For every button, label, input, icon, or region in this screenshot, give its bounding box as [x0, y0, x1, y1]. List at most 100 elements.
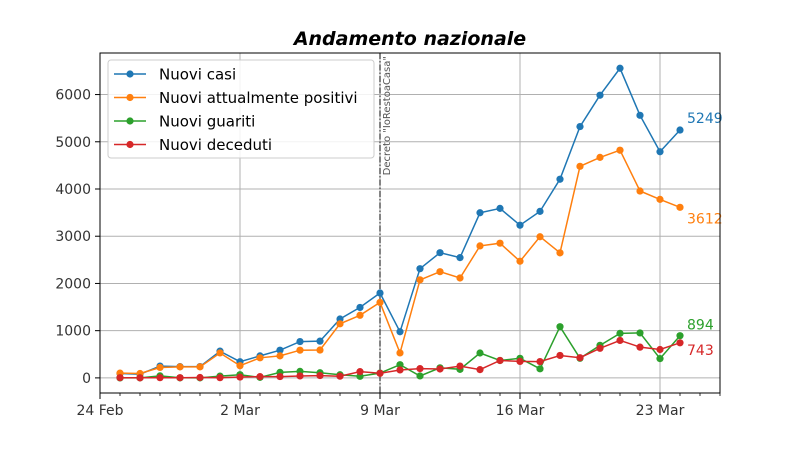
- data-point: [316, 337, 324, 345]
- data-point: [576, 162, 584, 170]
- x-tick-label: 23 Mar: [636, 403, 685, 419]
- data-point: [516, 257, 524, 265]
- data-point: [556, 323, 564, 331]
- data-point: [276, 346, 284, 354]
- y-tick-label: 2000: [55, 276, 91, 292]
- annotation-layer: 5249 3612 894 743: [687, 111, 723, 359]
- data-point: [476, 209, 484, 217]
- data-point: [676, 332, 684, 340]
- data-point: [516, 357, 524, 366]
- legend: Nuovi casi Nuovi attualmente positivi Nuov…: [107, 59, 375, 159]
- decree-label: Decreto "IoRestoaCasa": [382, 56, 393, 175]
- data-point: [656, 345, 664, 354]
- data-point: [216, 349, 224, 357]
- legend-box: [107, 59, 375, 159]
- data-point: [456, 274, 464, 282]
- data-point: [156, 374, 164, 382]
- data-point: [656, 355, 664, 363]
- data-point: [596, 344, 604, 352]
- data-point: [316, 346, 324, 354]
- data-point: [336, 320, 344, 328]
- legend-label: Nuovi attualmente positivi: [159, 89, 358, 107]
- data-point: [616, 146, 624, 154]
- data-point: [396, 366, 404, 374]
- data-point: [196, 373, 204, 382]
- data-point: [636, 343, 644, 351]
- data-point: [496, 204, 504, 212]
- x-tick-label: 24 Feb: [76, 403, 123, 419]
- data-point: [456, 254, 464, 262]
- data-point: [536, 233, 544, 241]
- data-point: [436, 249, 444, 257]
- data-point: [376, 298, 384, 307]
- data-point: [256, 354, 264, 362]
- y-tick-label: 0: [82, 371, 91, 387]
- data-point: [636, 187, 644, 195]
- data-point: [256, 373, 264, 381]
- data-point: [636, 329, 644, 337]
- data-point: [676, 203, 684, 211]
- legend-label: Nuovi casi: [159, 66, 236, 84]
- data-point: [676, 126, 684, 134]
- data-point: [356, 368, 364, 376]
- data-point: [576, 122, 584, 131]
- data-point: [156, 363, 164, 372]
- data-point: [596, 153, 604, 161]
- data-point: [416, 365, 424, 373]
- decree-line-layer: Decreto "IoRestoaCasa": [379, 53, 393, 393]
- data-point: [536, 365, 544, 373]
- data-point: [536, 207, 544, 215]
- data-point: [396, 349, 404, 357]
- legend-swatch-marker: [126, 140, 134, 149]
- data-point: [336, 372, 344, 380]
- data-point: [436, 365, 444, 373]
- data-point: [316, 371, 324, 380]
- data-point: [576, 354, 584, 362]
- data-point: [476, 349, 484, 357]
- data-point: [356, 303, 364, 312]
- data-point: [496, 356, 504, 365]
- legend-swatch-marker: [126, 117, 134, 125]
- data-point: [616, 64, 624, 72]
- x-tick-label: 9 Mar: [360, 403, 400, 419]
- value-annotation: 894: [687, 318, 714, 334]
- data-point: [176, 374, 184, 382]
- data-point: [396, 328, 404, 336]
- value-annotation: 743: [687, 343, 714, 359]
- data-point: [496, 239, 504, 247]
- value-annotation: 3612: [687, 211, 723, 227]
- data-point: [416, 372, 424, 380]
- data-point: [556, 175, 564, 183]
- data-point: [516, 221, 524, 229]
- data-point: [276, 352, 284, 360]
- legend-label: Nuovi guariti: [159, 113, 255, 131]
- y-tick-label: 6000: [55, 88, 91, 104]
- value-annotation: 5249: [687, 111, 723, 127]
- data-point: [636, 111, 644, 119]
- data-point: [376, 369, 384, 377]
- data-point: [176, 363, 184, 371]
- data-point: [296, 372, 304, 380]
- data-point: [556, 351, 564, 360]
- data-point: [656, 195, 664, 203]
- data-point: [656, 148, 664, 156]
- data-point: [476, 242, 484, 250]
- y-tick-label: 5000: [55, 135, 91, 151]
- legend-swatch-marker: [126, 70, 134, 78]
- data-point: [416, 276, 424, 284]
- series-layer: [116, 64, 684, 382]
- data-point: [236, 362, 244, 370]
- legend-swatch-marker: [126, 93, 134, 102]
- data-point: [396, 361, 404, 369]
- data-point: [296, 337, 304, 346]
- data-point: [616, 336, 624, 345]
- data-point: [476, 366, 484, 374]
- data-point: [356, 311, 364, 319]
- chart-title: Andamento nazionale: [292, 28, 526, 50]
- data-point: [296, 346, 304, 354]
- data-point: [116, 374, 124, 382]
- data-point: [436, 268, 444, 276]
- data-point: [236, 373, 244, 381]
- data-point: [136, 374, 144, 382]
